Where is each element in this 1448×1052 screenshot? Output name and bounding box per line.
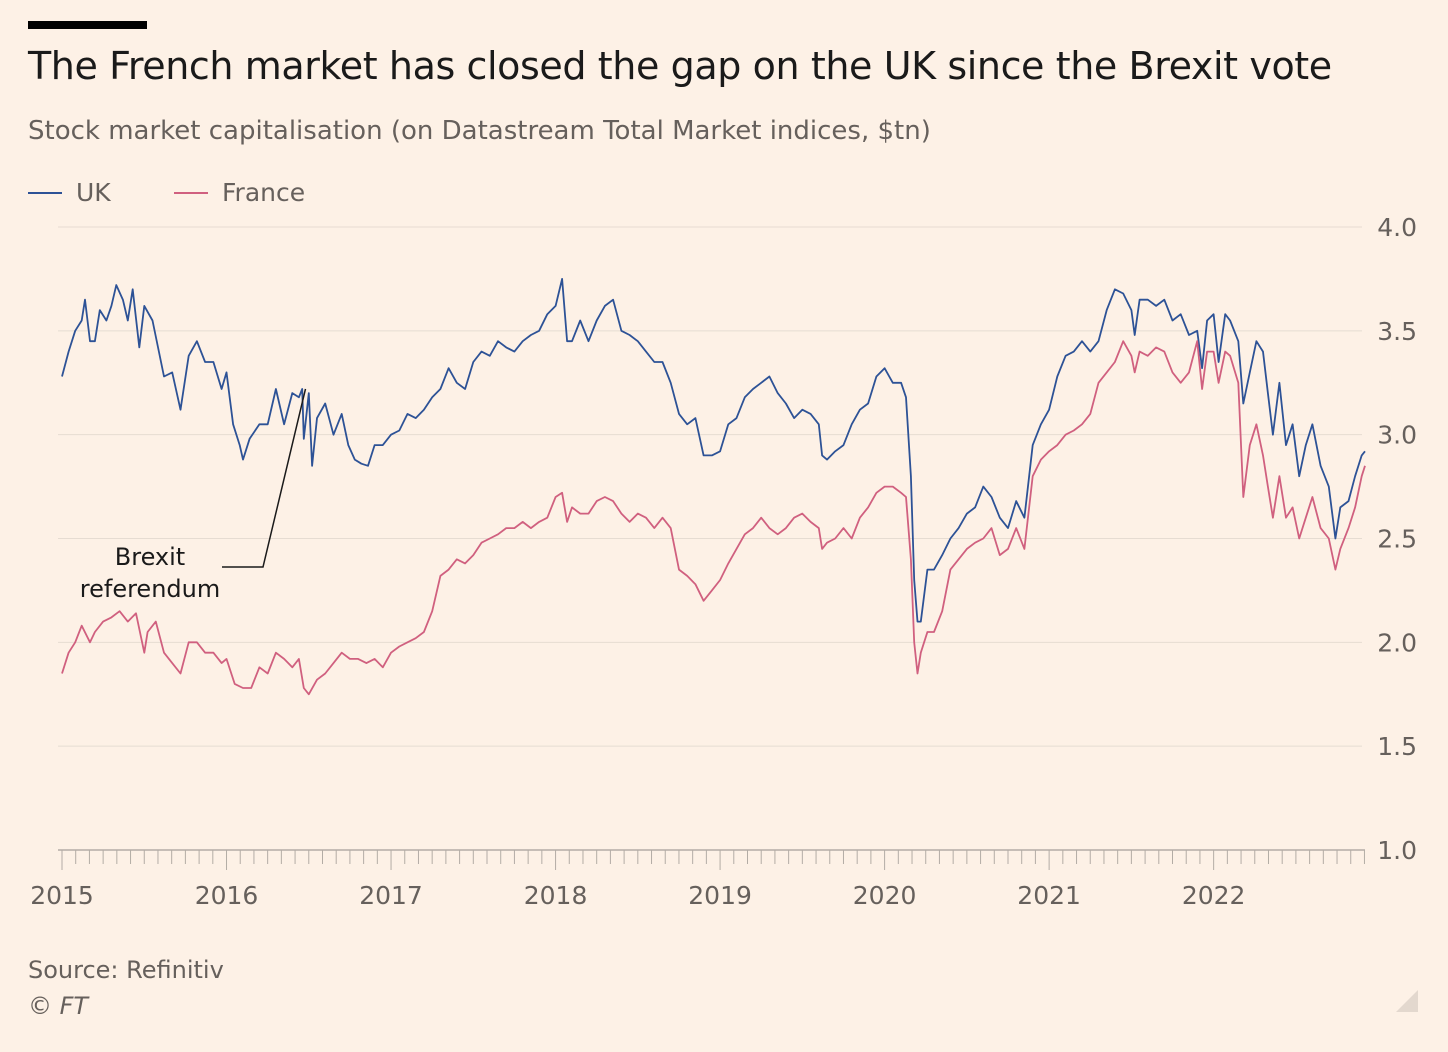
annotation-label: Brexit [115, 543, 185, 571]
x-tick-label: 2016 [195, 881, 259, 910]
chart-subtitle: Stock market capitalisation (on Datastre… [28, 116, 931, 146]
y-tick-label: 1.5 [1377, 732, 1417, 761]
legend-swatch-france [174, 191, 208, 194]
legend-label-france: France [222, 178, 306, 207]
x-tick-label: 2017 [359, 881, 423, 910]
x-tick-label: 2020 [853, 881, 917, 910]
x-tick-label: 2018 [524, 881, 588, 910]
x-tick-label: 2021 [1017, 881, 1081, 910]
x-tick-label: 2019 [688, 881, 752, 910]
resize-handle-icon[interactable] [1396, 990, 1418, 1012]
header-accent-bar [28, 21, 147, 29]
x-tick-label: 2015 [30, 881, 94, 910]
chart-title: The French market has closed the gap on … [28, 44, 1332, 88]
annotation-label: referendum [80, 575, 220, 603]
series-line-uk [61, 278, 1366, 623]
y-tick-label: 1.0 [1377, 836, 1417, 865]
legend-item-france: France [174, 178, 305, 207]
y-tick-label: 4.0 [1377, 213, 1417, 242]
x-tick-label: 2022 [1182, 881, 1246, 910]
y-tick-label: 2.0 [1377, 628, 1417, 657]
legend-label-uk: UK [76, 178, 111, 207]
annotation-leader-line [222, 388, 307, 568]
y-tick-label: 2.5 [1377, 525, 1417, 554]
source-note: Source: Refinitiv [28, 956, 224, 984]
copyright-note: © FT [28, 992, 89, 1020]
y-tick-label: 3.5 [1377, 317, 1417, 346]
y-tick-label: 3.0 [1377, 421, 1417, 450]
legend-swatch-uk [28, 191, 62, 194]
legend-item-uk: UK [28, 178, 111, 207]
series-line-france [61, 340, 1366, 696]
